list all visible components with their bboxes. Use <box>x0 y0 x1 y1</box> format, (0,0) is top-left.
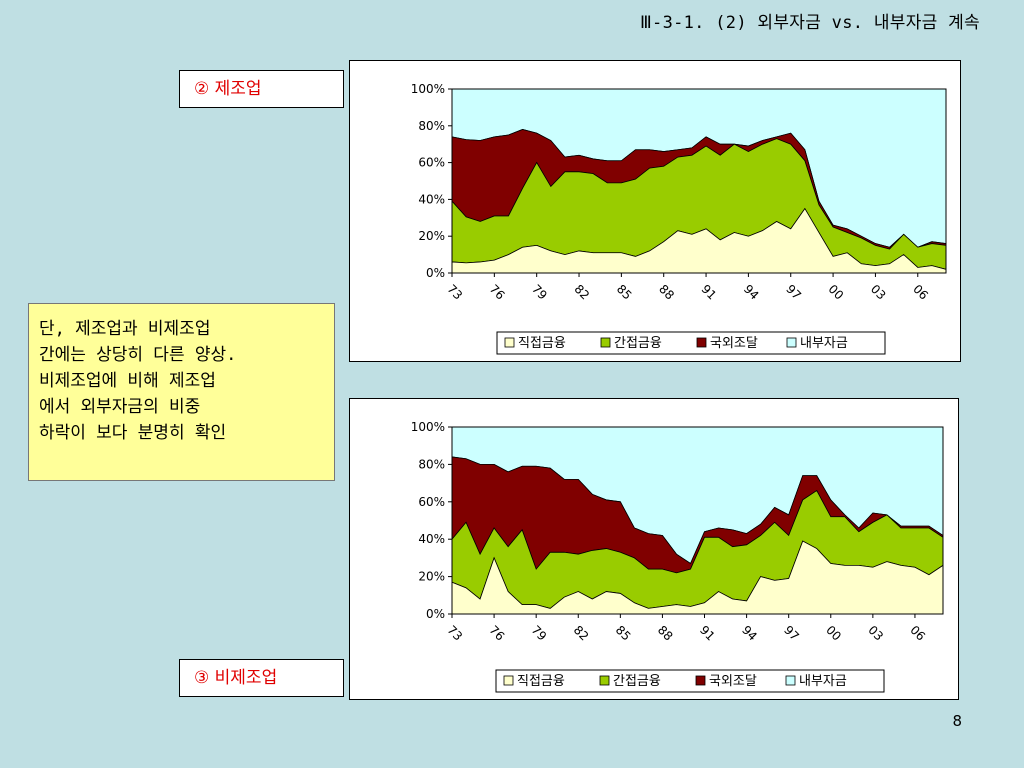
x-tick-label: 97 <box>781 623 802 644</box>
y-tick-label: 60% <box>418 156 445 170</box>
legend-swatch <box>503 675 514 686</box>
legend-swatch <box>599 675 610 686</box>
x-tick-label: 91 <box>699 282 720 303</box>
y-tick-label: 40% <box>418 192 445 206</box>
note-line: 단, 제조업과 비제조업 <box>39 319 211 339</box>
x-tick-label: 00 <box>826 282 847 303</box>
legend-swatch <box>785 675 796 686</box>
manufacturing-chart: 0% 20% 40% 60% 80% 100% 73 76 79 82 85 88 91 94 97 00 03… <box>349 60 961 362</box>
y-tick-label: 40% <box>418 532 445 546</box>
y-tick-label: 20% <box>418 229 445 243</box>
legend-swatch <box>695 675 706 686</box>
x-tick-label: 82 <box>571 623 592 644</box>
legend-label: 내부자금 <box>800 336 848 351</box>
y-tick-label: 100% <box>411 82 445 96</box>
legend-swatch <box>696 337 707 348</box>
y-tick-label: 0% <box>426 266 445 280</box>
x-tick-label: 88 <box>655 623 676 644</box>
y-tick-label: 80% <box>418 119 445 133</box>
legend-label: 직접금융 <box>518 336 566 351</box>
x-tick-label: 73 <box>444 623 465 644</box>
note-line: 에서 외부자금의 비중 <box>39 397 201 417</box>
manufacturing-label: ② 제조업 <box>179 70 344 108</box>
x-tick-label: 76 <box>487 623 508 644</box>
legend-box <box>495 669 885 693</box>
x-tick-label: 94 <box>739 623 760 644</box>
x-tick-label: 00 <box>823 623 844 644</box>
note-line: 간에는 상당히 다른 양상. <box>39 345 237 365</box>
x-tick-label: 94 <box>741 282 762 303</box>
legend-label: 직접금융 <box>517 674 565 689</box>
y-tick-label: 100% <box>411 420 445 434</box>
x-tick-label: 79 <box>529 623 550 644</box>
x-tick-label: 85 <box>614 282 635 303</box>
legend-box <box>496 331 886 355</box>
legend-label: 간접금융 <box>613 674 661 689</box>
legend-swatch <box>504 337 515 348</box>
x-tick-label: 88 <box>656 282 677 303</box>
page-title: Ⅲ-3-1. (2) 외부자금 vs. 내부자금 계속 <box>640 13 980 33</box>
x-tick-label: 03 <box>865 623 886 644</box>
page-number: 8 <box>952 712 962 730</box>
x-tick-label: 76 <box>487 282 508 303</box>
note-line: 비제조업에 비해 제조업 <box>39 371 216 391</box>
note-line: 하락이 보다 분명히 확인 <box>39 423 227 443</box>
non-manufacturing-chart-svg: 0% 20% 40% 60% 80% 100% 73 76 79 82 85 88 91 94 97 00 03… <box>411 420 944 693</box>
non-manufacturing-label: ③ 비제조업 <box>179 659 344 697</box>
non-manufacturing-chart: 0% 20% 40% 60% 80% 100% 73 76 79 82 85 88 91 94 97 00 03… <box>349 398 959 700</box>
legend-label: 내부자금 <box>799 674 847 689</box>
x-tick-label: 06 <box>910 282 931 303</box>
x-tick-label: 82 <box>572 282 593 303</box>
x-tick-label: 91 <box>697 623 718 644</box>
y-tick-label: 60% <box>418 495 445 509</box>
y-tick-label: 0% <box>426 607 445 621</box>
x-tick-label: 79 <box>529 282 550 303</box>
legend-label: 국외조달 <box>710 336 758 351</box>
x-tick-label: 03 <box>868 282 889 303</box>
plot-frame <box>451 426 944 615</box>
legend-swatch <box>600 337 611 348</box>
x-tick-label: 06 <box>907 623 928 644</box>
legend-label: 간접금융 <box>614 336 662 351</box>
x-tick-label: 85 <box>613 623 634 644</box>
plot-frame <box>451 88 947 274</box>
manufacturing-chart-svg: 0% 20% 40% 60% 80% 100% 73 76 79 82 85 88 91 94 97 00 03… <box>411 82 947 355</box>
y-tick-label: 80% <box>418 457 445 471</box>
y-tick-label: 20% <box>418 570 445 584</box>
legend-label: 국외조달 <box>709 674 757 689</box>
x-tick-label: 73 <box>444 282 465 303</box>
x-tick-label: 97 <box>783 282 804 303</box>
legend-swatch <box>786 337 797 348</box>
